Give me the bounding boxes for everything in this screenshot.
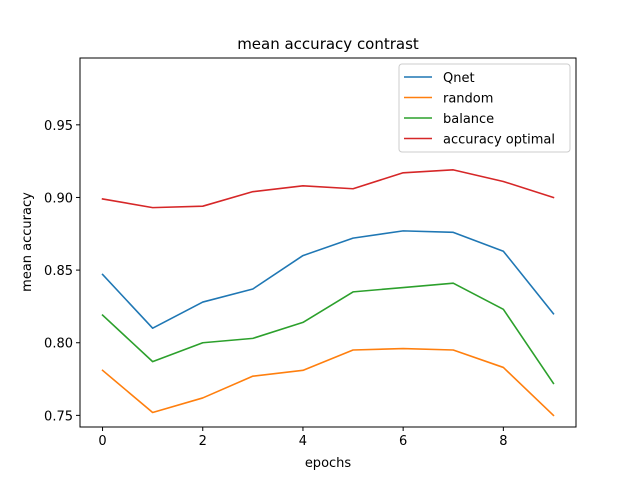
x-tick-label: 6 (399, 434, 407, 449)
legend-label: random (443, 92, 493, 107)
legend: Qnet random balance accuracy optimal (398, 63, 571, 153)
y-tick-label: 0.75 (44, 409, 73, 424)
x-tick-label: 2 (199, 434, 207, 449)
series-line-Qnet (101, 230, 555, 330)
legend-frame (398, 63, 571, 153)
x-tick-label: 4 (299, 434, 307, 449)
y-tick-label: 0.80 (44, 337, 73, 352)
x-tick-label: 0 (98, 434, 106, 449)
x-axis-label: epochs (305, 456, 352, 471)
series-line-accuracy-optimal (101, 169, 555, 209)
legend-label: balance (443, 112, 494, 127)
series-line-balance (101, 282, 555, 385)
y-tick-label: 0.85 (44, 264, 73, 279)
y-tick-label: 0.90 (44, 191, 73, 206)
chart-title: mean accuracy contrast (237, 35, 419, 53)
series-line-random (101, 347, 555, 417)
y-axis: 0.75 0.80 0.85 0.90 0.95 (44, 119, 80, 424)
plot-area (79, 57, 577, 428)
y-tick-label: 0.95 (44, 119, 73, 134)
y-axis-label: mean accuracy (20, 192, 35, 292)
legend-label: accuracy optimal (443, 133, 555, 148)
legend-label: Qnet (443, 71, 475, 86)
x-axis: 0 2 4 6 8 (98, 427, 507, 449)
axes-frame (79, 57, 577, 428)
x-tick-label: 8 (499, 434, 507, 449)
series-group (101, 169, 555, 417)
